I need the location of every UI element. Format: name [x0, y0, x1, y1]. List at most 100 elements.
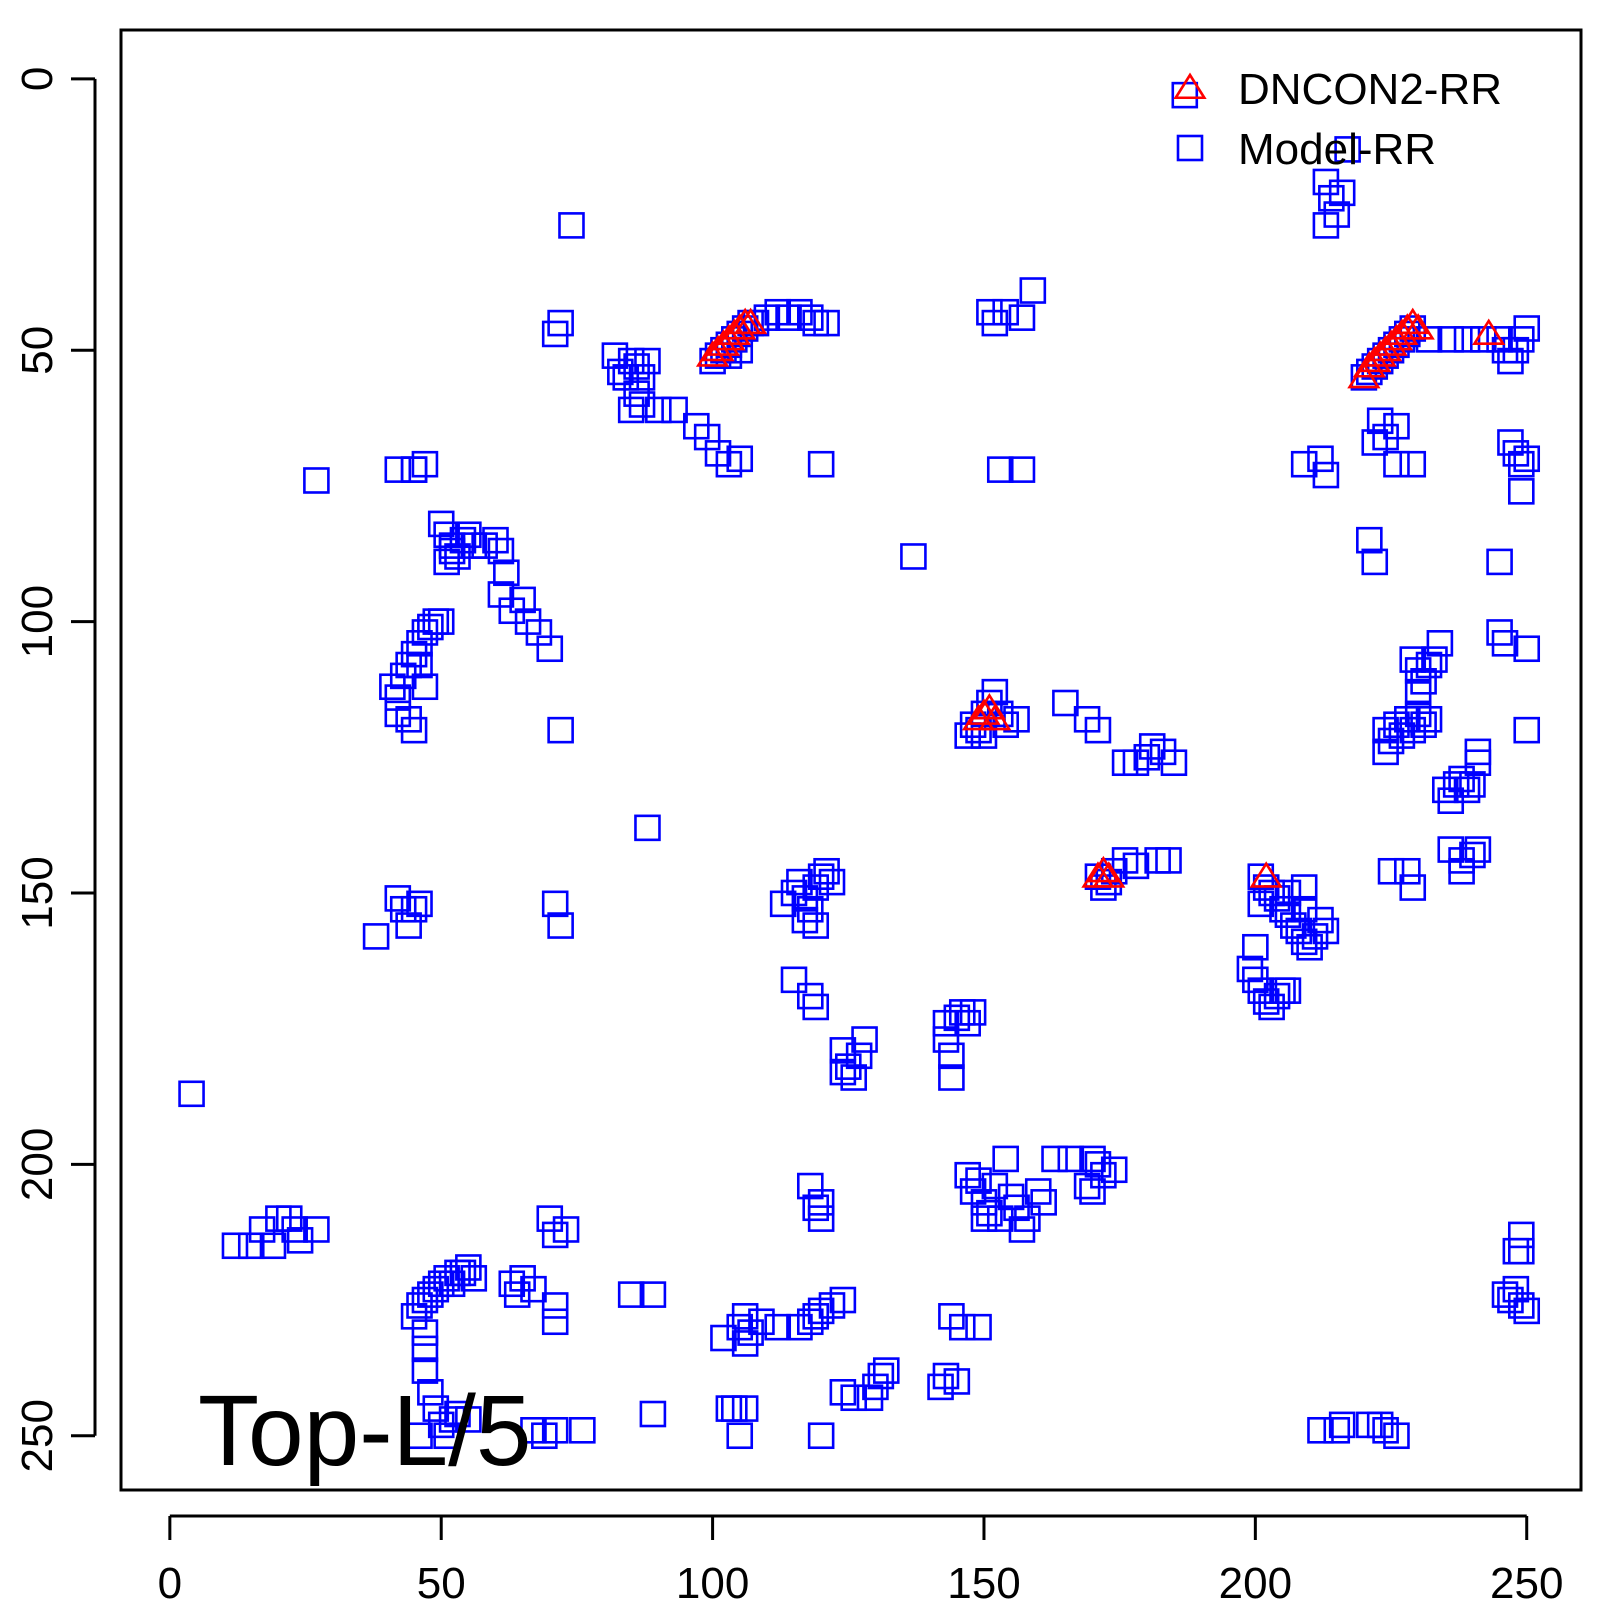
model-rr-point: [1377, 857, 1405, 885]
model-rr-point: [1274, 879, 1302, 907]
model-rr-point: [400, 895, 428, 923]
model-rr-point: [1464, 738, 1492, 766]
model-rr-point: [1453, 326, 1481, 353]
model-rr-point: [1323, 1416, 1351, 1444]
model-rr-point: [617, 1281, 645, 1308]
model-rr-point: [411, 1335, 439, 1363]
dncon2-rr-point: [1472, 318, 1506, 345]
dncon2-rr-point: [733, 307, 768, 335]
model-rr-point: [1383, 412, 1410, 440]
model-rr-point: [726, 445, 754, 473]
model-rr-point: [970, 1205, 998, 1232]
model-rr-point: [748, 1308, 775, 1336]
x-tick-label: 50: [417, 1559, 466, 1600]
model-rr-point: [1100, 1156, 1128, 1184]
model-rr-point: [520, 1275, 547, 1303]
model-rr-point: [986, 456, 1014, 483]
model-rr-point: [938, 1064, 965, 1091]
model-rr-point: [1312, 461, 1340, 489]
model-rr-point: [628, 364, 656, 391]
model-rr-point: [1242, 933, 1269, 961]
model-rr-point: [1507, 1292, 1535, 1319]
model-rr-point: [406, 1422, 433, 1450]
model-rr-point: [411, 673, 439, 701]
panel-label: Top-L/5: [198, 1375, 532, 1487]
model-rr-point: [303, 467, 330, 494]
model-rr-point: [384, 456, 412, 483]
model-rr-point: [807, 1205, 835, 1232]
model-rr-point: [362, 923, 390, 950]
legend-label: DNCON2-RR: [1238, 65, 1502, 114]
model-rr-point: [1008, 304, 1036, 331]
model-rr-point: [634, 347, 661, 375]
model-rr-point: [417, 1379, 444, 1406]
model-rr-point: [411, 1319, 439, 1346]
model-rr-point: [552, 1216, 580, 1243]
x-tick-label: 150: [947, 1559, 1020, 1600]
model-rr-point: [715, 1395, 743, 1422]
model-rr-point: [1513, 445, 1541, 473]
model-rr-point: [1383, 1422, 1410, 1450]
model-rr-point: [731, 1330, 759, 1357]
model-rr-point: [807, 1189, 835, 1216]
model-rr-point: [536, 635, 564, 663]
model-rr-point: [818, 868, 846, 896]
model-rr-point: [726, 1422, 754, 1450]
model-rr-point: [1328, 179, 1356, 207]
model-rr-point: [845, 1042, 873, 1070]
model-rr-point: [400, 456, 428, 483]
model-rr-point: [1334, 136, 1361, 163]
model-rr-point: [303, 1216, 330, 1243]
model-rr-point: [601, 342, 629, 369]
model-rr-point: [639, 1281, 667, 1308]
model-rr-point: [992, 298, 1019, 326]
model-rr-point: [1410, 711, 1437, 739]
model-rr-point: [1312, 212, 1340, 239]
model-rr-series: [178, 81, 1541, 1450]
model-rr-point: [829, 1058, 857, 1086]
model-rr-point: [541, 890, 569, 918]
model-rr-point: [932, 1009, 960, 1037]
model-rr-point: [932, 1026, 960, 1053]
model-rr-point: [1421, 646, 1448, 673]
model-rr-point: [1041, 1145, 1068, 1173]
dncon2-rr-point: [1249, 861, 1283, 888]
model-rr-point: [427, 608, 455, 635]
model-rr-point: [1513, 315, 1541, 342]
model-rr-point: [1486, 548, 1513, 576]
model-rr-point: [1459, 771, 1486, 798]
model-rr-point: [786, 868, 813, 896]
y-axis: 0 50 100 150 200 250: [13, 67, 97, 1472]
model-rr-point: [400, 716, 428, 744]
model-rr-point: [275, 1205, 303, 1232]
dncon2-rr-series: [695, 307, 1506, 888]
model-rr-point: [1502, 1237, 1530, 1265]
model-rr-point: [731, 1303, 759, 1330]
model-rr-point: [731, 1395, 759, 1422]
model-rr-point: [959, 999, 987, 1026]
y-tick-label: 150: [13, 856, 62, 929]
model-rr-point: [1366, 407, 1394, 435]
model-rr-point: [1084, 716, 1112, 744]
model-rr-point: [395, 912, 422, 939]
model-rr-point: [1437, 326, 1465, 353]
model-rr-point: [1399, 874, 1427, 901]
plot-frame: [119, 28, 1583, 1492]
model-rr-point: [541, 1292, 569, 1319]
x-tick-label: 200: [1219, 1559, 1292, 1600]
y-tick-label: 200: [13, 1128, 62, 1201]
model-rr-point: [1507, 450, 1535, 478]
model-rr-point: [867, 1362, 895, 1390]
model-rr-point: [547, 716, 574, 744]
model-rr-point: [1372, 738, 1399, 766]
model-rr-point: [221, 1232, 249, 1260]
model-rr-point: [1057, 1145, 1085, 1173]
model-rr-point: [807, 450, 835, 478]
model-rr-point: [1247, 890, 1275, 918]
model-rr-point: [547, 912, 574, 939]
x-tick-label: 100: [676, 1559, 749, 1600]
model-rr-point: [1312, 917, 1340, 945]
model-rr-point: [541, 1416, 569, 1444]
